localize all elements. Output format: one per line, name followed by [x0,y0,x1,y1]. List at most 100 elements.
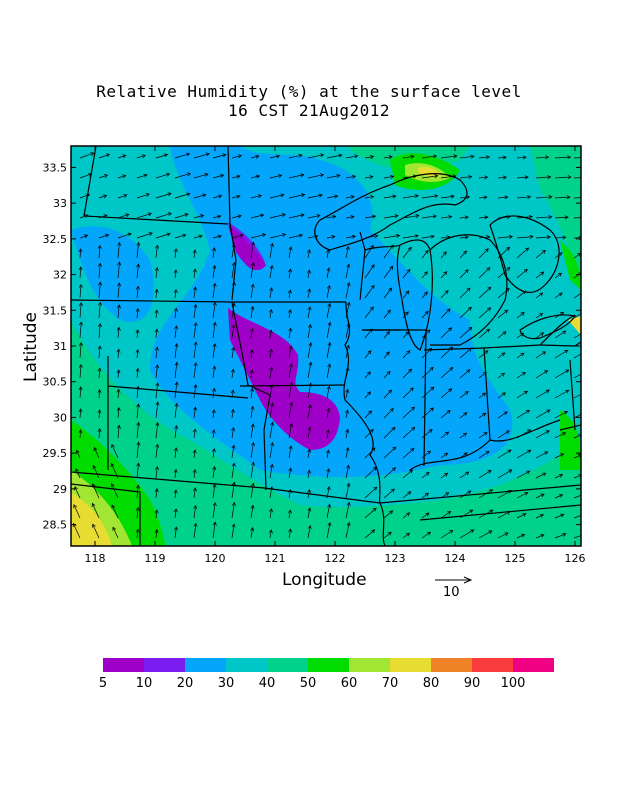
wind-arrow-head [90,152,95,156]
wind-arrow-head [148,232,153,236]
wind-arrow-head [269,508,274,513]
wind-arrow-head [442,251,447,256]
wind-arrow-head [230,368,235,373]
y-tick-label: 30 [53,411,67,424]
wind-arrow-head [155,421,160,426]
y-tick-label: 29 [53,483,67,496]
wind-arrow [136,242,139,259]
wind-arrow-head [326,267,331,272]
colorbar-label: 20 [176,676,194,691]
wind-arrow-head [345,446,350,452]
wind-arrow-head [370,195,375,199]
wind-arrow-head [540,271,545,276]
wind-arrow-head [270,242,274,247]
wind-arrow [307,382,312,399]
wind-arrow [193,505,196,519]
wind-arrow [231,347,234,359]
wind-arrow-head [184,213,189,217]
wind-arrow [535,332,544,339]
wind-arrow-head [281,213,287,217]
wind-arrow-head [326,486,331,491]
wind-arrow [155,329,158,339]
wind-arrow [98,302,101,319]
wind-arrow [98,323,101,339]
wind-arrow-head [467,347,472,352]
wind-arrow-head [386,330,390,335]
wind-arrow [364,215,376,219]
wind-arrow-head [78,302,83,307]
wind-arrow [288,468,292,479]
colorbar-label: 10 [135,676,153,691]
wind-arrow [193,487,196,499]
wind-arrow [421,492,429,499]
wind-arrow [193,249,196,259]
wind-arrow [421,407,434,419]
wind-arrow [326,342,331,359]
wind-arrow-head [105,153,111,158]
wind-arrow [345,282,350,299]
wind-arrow [155,233,171,239]
wind-arrow-head [250,527,255,532]
wind-arrow [326,175,340,179]
boundary-pennsylvania [539,341,581,347]
wind-arrow-head [251,261,255,267]
wind-arrow [212,484,216,499]
wind-arrow-head [371,447,376,452]
wind-arrow [573,197,581,199]
wind-arrow-head [426,450,432,455]
wind-arrow-head [307,249,311,254]
wind-arrow [421,531,431,539]
wind-arrow [402,469,413,479]
wind-arrow [98,214,108,219]
wind-arrow [497,469,512,479]
wind-arrow [288,214,305,219]
wind-arrow-head [269,348,273,353]
wind-arrow-head [78,363,83,368]
wind-arrow-head [424,492,429,497]
wind-arrow [212,409,215,419]
wind-arrow-head [487,307,492,312]
wind-arrow [98,345,101,359]
wind-arrow-head [116,406,121,411]
wind-arrow-head [389,244,394,249]
wind-arrow-head [211,387,216,392]
wind-arrow [364,235,378,239]
wind-arrow [174,469,177,479]
wind-arrow-head [212,264,217,269]
wind-arrow-head [520,352,525,357]
wind-arrow-head [407,246,412,251]
wind-arrow [535,156,549,159]
wind-arrow [497,236,513,239]
wind-arrow [497,247,510,259]
wind-arrow-head [205,152,210,157]
wind-arrow-head [173,489,178,494]
wind-arrow [459,269,469,279]
wind-arrow [288,510,291,519]
wind-arrow-head [367,391,371,396]
colorbar-label: 30 [217,676,235,691]
x-axis: 118 119 120 121 122 123 124 125 126 [85,146,586,565]
wind-arrow-head [135,329,140,334]
wind-arrow-head [212,282,217,287]
wind-arrow [174,248,177,259]
boundary-ohio-river [409,419,561,471]
wind-arrow [516,352,525,359]
wind-arrow-head [506,246,511,251]
wind-arrow [231,175,241,179]
wind-arrow [364,156,374,159]
chart-subtitle: 16 CST 21Aug2012 [227,101,391,120]
wind-arrow-head [212,483,217,488]
wind-arrow-head [564,349,569,354]
wind-arrow [554,273,562,279]
wind-arrow-head [202,193,207,198]
wind-arrow [307,489,310,499]
wind-arrow-head [326,429,330,434]
wind-arrow-head [584,330,587,333]
wind-arrow [440,530,453,539]
wind-arrow-head [288,445,293,450]
wind-arrow-head [269,486,274,491]
y-axis-label: Latitude [21,312,41,382]
y-tick-label: 32 [53,269,67,282]
wind-arrow [193,523,197,539]
wind-arrow-head [251,441,255,446]
